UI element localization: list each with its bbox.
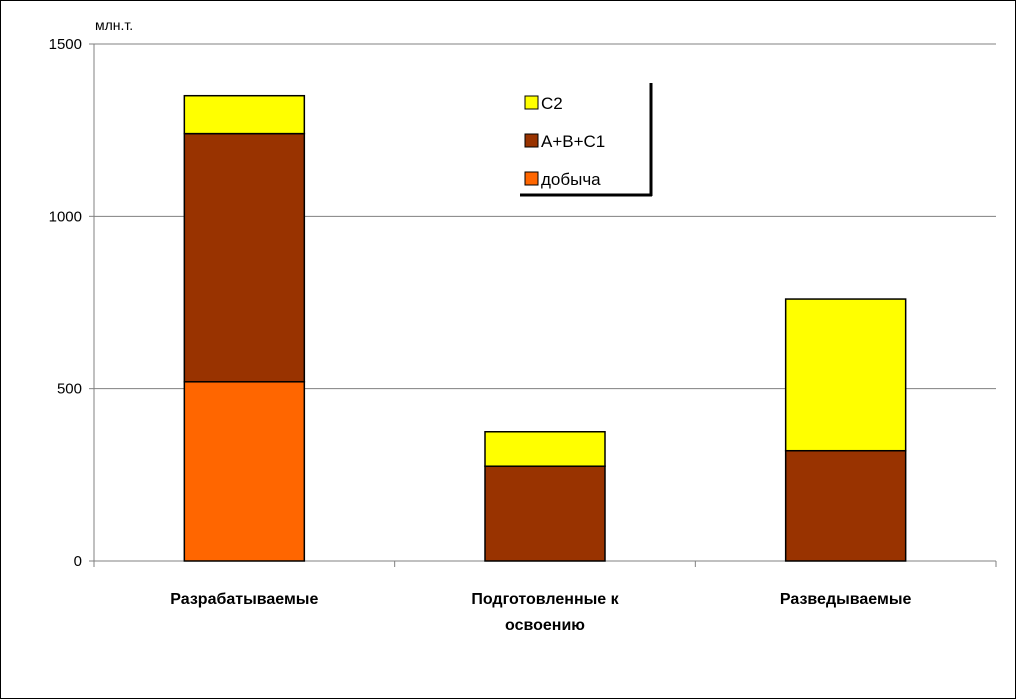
bar-segment — [784, 449, 907, 562]
legend-label: добыча — [541, 170, 601, 189]
legend-swatch — [524, 95, 539, 110]
bars — [183, 94, 907, 562]
legend: C2 A+B+C1 добыча — [520, 83, 653, 197]
bar-segment — [784, 298, 907, 452]
y-tick-label: 1500 — [49, 36, 82, 53]
legend-swatch — [524, 171, 539, 186]
y-axis-unit-label: млн.т. — [95, 17, 133, 33]
x-tick-label: Разведываемые — [780, 591, 912, 608]
legend-box — [520, 83, 650, 194]
bar-segment — [484, 431, 606, 467]
legend-label: A+B+C1 — [541, 132, 605, 151]
bar-segment — [183, 94, 306, 135]
axes: 0 500 1000 1500 Разрабатываемые Подготовленны… — [49, 36, 997, 634]
legend-label: C2 — [541, 94, 563, 113]
bar-segment — [183, 132, 306, 383]
bar-segment — [484, 465, 606, 562]
x-tick-label: Подготовленные к освоению — [471, 591, 619, 634]
bar-segment — [183, 381, 306, 562]
x-tick-label: Разрабатываемые — [170, 591, 318, 608]
legend-swatch — [524, 133, 539, 148]
y-tick-label: 0 — [74, 553, 82, 570]
y-tick-label: 1000 — [49, 208, 82, 225]
y-tick-label: 500 — [57, 381, 82, 398]
